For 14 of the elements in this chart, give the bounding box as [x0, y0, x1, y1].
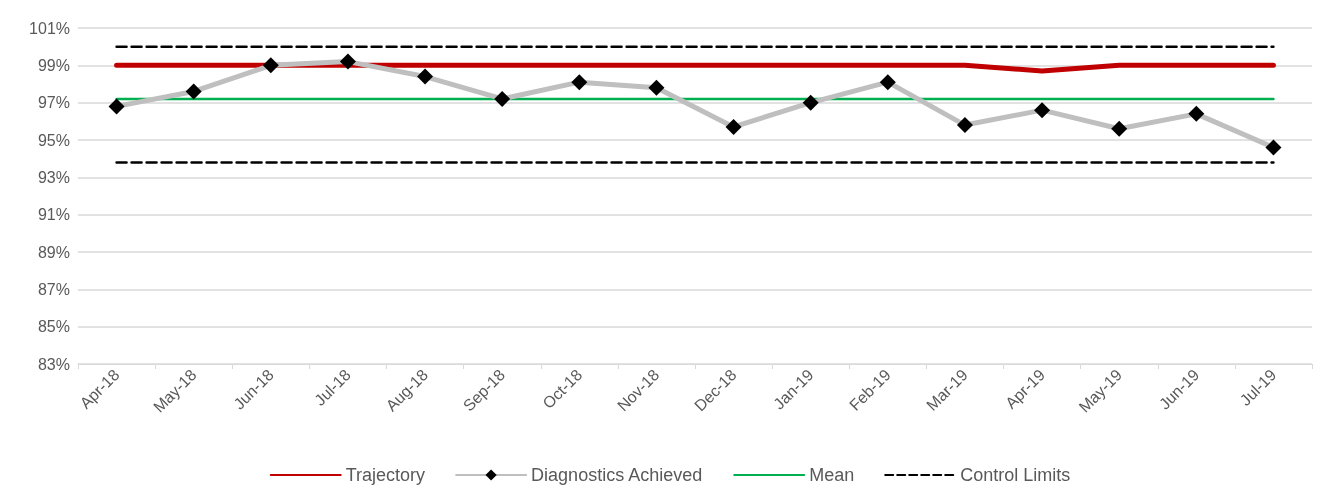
y-tick-label: 101% — [29, 19, 70, 37]
y-tick-label: 91% — [37, 206, 70, 224]
y-tick-label: 83% — [37, 355, 70, 373]
legend-label: Diagnostics Achieved — [531, 465, 703, 485]
legend-label: Trajectory — [345, 465, 426, 485]
y-tick-label: 85% — [37, 318, 70, 336]
y-tick-label: 87% — [37, 280, 70, 298]
legend-label: Control Limits — [960, 465, 1071, 485]
y-tick-label: 97% — [37, 94, 70, 112]
y-tick-label: 89% — [37, 243, 70, 261]
y-tick-label: 99% — [37, 56, 70, 74]
legend-label: Mean — [809, 465, 855, 485]
y-tick-label: 95% — [37, 131, 70, 149]
y-tick-label: 93% — [37, 168, 70, 186]
